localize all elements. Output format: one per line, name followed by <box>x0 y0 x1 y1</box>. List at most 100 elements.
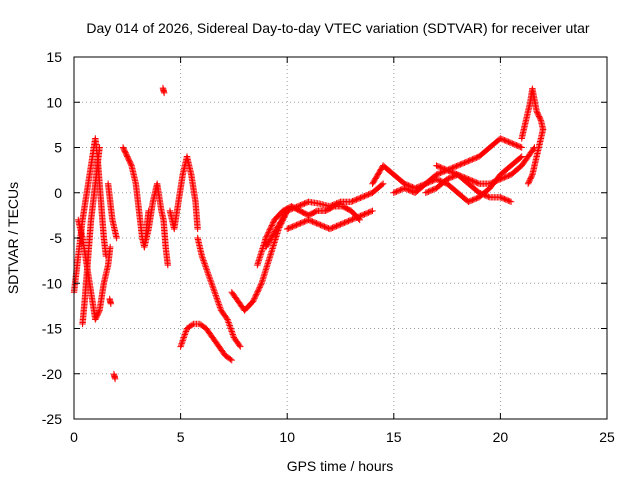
data-point <box>202 264 210 272</box>
data-point <box>319 222 327 230</box>
data-point <box>517 143 524 151</box>
data-point <box>198 252 206 260</box>
data-point <box>177 343 184 350</box>
data-point <box>209 284 217 291</box>
data-point <box>366 208 374 216</box>
x-tick-label: 0 <box>70 429 78 445</box>
data-point <box>445 167 452 174</box>
data-point <box>315 221 323 228</box>
data-point <box>206 275 214 282</box>
data-point <box>482 192 489 199</box>
data-point <box>471 155 479 162</box>
data-point <box>194 225 201 233</box>
data-point <box>215 301 223 308</box>
data-point <box>251 293 259 301</box>
data-point <box>299 218 307 226</box>
data-point <box>474 179 481 187</box>
data-point <box>289 205 296 212</box>
data-point <box>507 198 515 205</box>
data-point <box>301 218 308 225</box>
x-tick-label: 5 <box>177 429 185 445</box>
data-point <box>267 225 274 232</box>
data-point <box>503 196 511 204</box>
data-point <box>358 194 366 201</box>
data-point <box>257 282 264 290</box>
data-point <box>425 179 432 186</box>
data-point <box>254 288 261 295</box>
data-point <box>111 375 119 383</box>
data-point <box>249 298 257 305</box>
data-point <box>466 176 473 183</box>
data-point <box>491 178 499 185</box>
data-point <box>306 217 314 224</box>
data-point <box>457 172 464 179</box>
data-point <box>426 187 433 195</box>
data-point <box>503 173 511 180</box>
x-tick-label: 15 <box>386 429 402 445</box>
data-point <box>497 194 504 201</box>
y-tick-label: 15 <box>46 49 62 65</box>
data-point <box>469 156 476 163</box>
data-point <box>205 272 213 279</box>
data-point <box>506 198 513 205</box>
data-point <box>314 220 322 228</box>
data-point <box>268 222 275 229</box>
x-tick-label: 25 <box>599 429 615 445</box>
data-point <box>511 141 519 148</box>
data-point <box>435 177 443 184</box>
data-point <box>461 159 468 166</box>
data-point <box>305 216 312 224</box>
data-point <box>473 179 480 186</box>
data-point <box>338 220 346 228</box>
y-tick-label: -20 <box>42 366 62 382</box>
data-point <box>429 177 436 185</box>
data-point <box>499 174 507 182</box>
data-point <box>327 202 335 209</box>
data-point <box>127 161 135 168</box>
data-point <box>294 203 302 210</box>
data-point <box>107 243 114 251</box>
data-point <box>334 199 342 207</box>
data-point <box>200 258 208 266</box>
data-point <box>113 234 120 242</box>
data-point <box>188 321 196 329</box>
data-point <box>298 219 306 226</box>
data-point <box>226 322 233 329</box>
data-point <box>347 216 355 224</box>
data-point <box>205 271 212 278</box>
data-point <box>454 162 461 169</box>
data-point <box>354 213 362 221</box>
data-point <box>213 293 220 301</box>
x-axis-label: GPS time / hours <box>287 458 394 474</box>
data-point <box>362 192 370 199</box>
data-point <box>298 201 306 208</box>
data-point <box>250 296 257 304</box>
data-point <box>223 314 230 322</box>
data-point <box>490 178 497 186</box>
data-point <box>478 190 485 198</box>
data-point <box>301 200 308 207</box>
data-point <box>285 225 292 232</box>
data-point <box>290 204 298 212</box>
data-point <box>453 170 460 178</box>
data-point <box>225 319 232 326</box>
data-point <box>487 179 495 187</box>
data-point <box>206 274 213 281</box>
data-point <box>227 356 234 363</box>
data-point <box>501 174 508 181</box>
data-point <box>358 212 366 219</box>
data-point <box>495 176 503 183</box>
data-point <box>211 289 218 296</box>
data-point <box>343 218 351 225</box>
data-point <box>458 160 465 168</box>
data-point <box>486 180 493 187</box>
data-point <box>253 291 260 298</box>
data-point <box>467 197 475 204</box>
data-point <box>264 230 272 238</box>
data-point <box>255 285 263 293</box>
data-point <box>481 191 488 199</box>
data-point <box>317 221 324 229</box>
data-point <box>518 153 525 160</box>
data-point <box>215 299 222 307</box>
data-point <box>353 196 360 203</box>
